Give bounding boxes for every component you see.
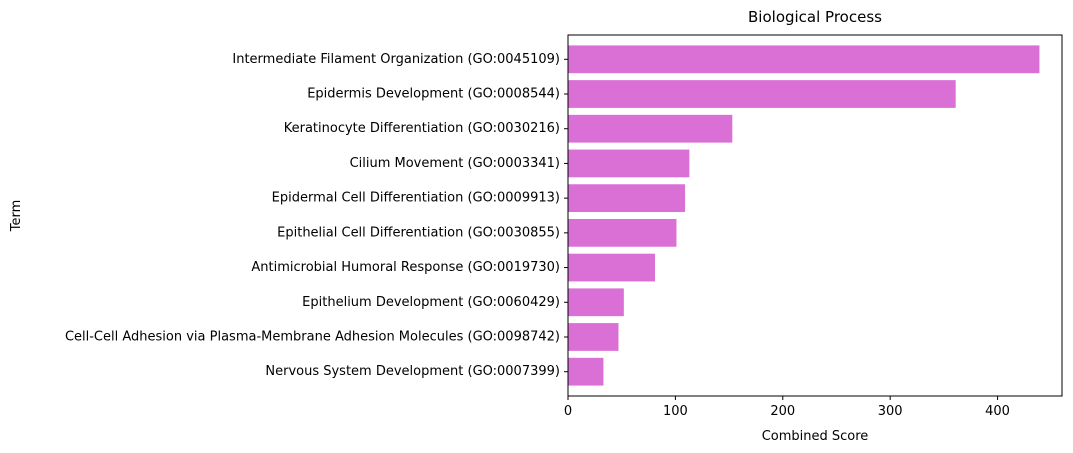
x-tick-label: 100 bbox=[663, 404, 688, 419]
bar bbox=[568, 357, 604, 386]
bar bbox=[568, 114, 733, 143]
y-axis-title: Term bbox=[9, 200, 24, 233]
bar bbox=[568, 80, 956, 108]
y-tick-label: Nervous System Development (GO:0007399) bbox=[265, 364, 560, 379]
bar bbox=[568, 323, 619, 351]
bar bbox=[568, 218, 677, 247]
y-tick-label: Keratinocyte Differentiation (GO:0030216… bbox=[284, 121, 560, 136]
x-axis-title: Combined Score bbox=[762, 429, 869, 444]
chart-title: Biological Process bbox=[748, 8, 882, 26]
y-tick-label: Epidermis Development (GO:0008544) bbox=[307, 87, 560, 102]
x-tick-label: 0 bbox=[564, 404, 572, 419]
axes-frame bbox=[567, 34, 1063, 397]
bars-group bbox=[568, 45, 1040, 386]
bar bbox=[568, 253, 655, 282]
bar bbox=[568, 184, 686, 213]
y-tick-label: Cell-Cell Adhesion via Plasma-Membrane A… bbox=[65, 329, 560, 344]
y-tick-label: Intermediate Filament Organization (GO:0… bbox=[232, 52, 560, 67]
bar bbox=[568, 45, 1040, 74]
y-tick-label: Antimicrobial Humoral Response (GO:00197… bbox=[251, 260, 560, 275]
y-tick-label: Epidermal Cell Differentiation (GO:00099… bbox=[272, 191, 560, 206]
x-tick-label: 200 bbox=[770, 404, 795, 419]
bar bbox=[568, 288, 624, 317]
y-tick-labels: Intermediate Filament Organization (GO:0… bbox=[65, 52, 568, 379]
y-tick-label: Epithelium Development (GO:0060429) bbox=[302, 295, 560, 310]
x-tick-label: 300 bbox=[878, 404, 903, 419]
x-tick-label: 400 bbox=[985, 404, 1010, 419]
x-ticks: 0 100 200 300 400 bbox=[564, 396, 1010, 419]
y-tick-label: Cilium Movement (GO:0003341) bbox=[350, 156, 560, 171]
bar bbox=[568, 149, 690, 178]
y-tick-label: Epithelial Cell Differentiation (GO:0030… bbox=[277, 225, 560, 240]
